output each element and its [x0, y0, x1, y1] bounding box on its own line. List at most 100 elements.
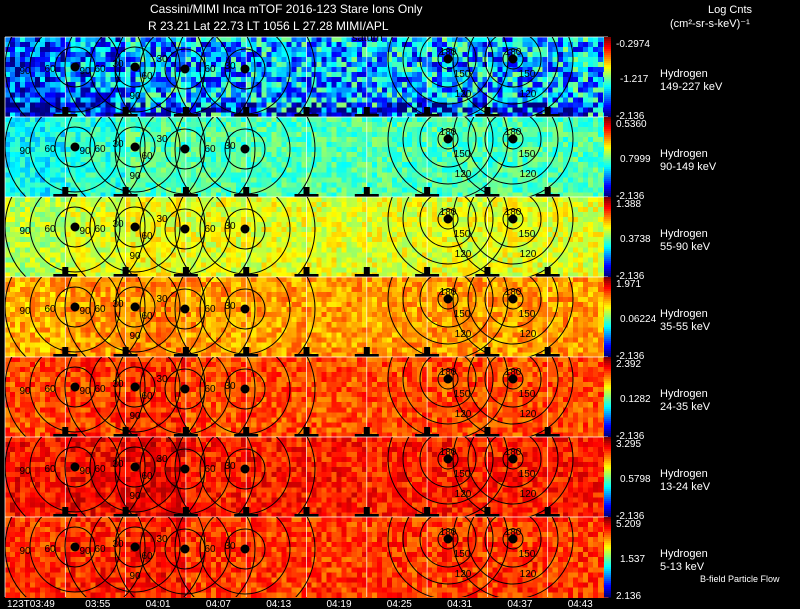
- heat-cell: [457, 147, 463, 153]
- heat-cell: [577, 142, 584, 148]
- contour-label: 60: [94, 144, 106, 155]
- heat-cell: [592, 82, 599, 88]
- heat-cell: [256, 57, 262, 63]
- heat-cell: [326, 142, 333, 148]
- heat-cell: [206, 237, 212, 243]
- heat-cell: [592, 97, 599, 103]
- heat-cell: [376, 47, 383, 53]
- heat-cell: [25, 102, 31, 108]
- heat-cell: [40, 57, 46, 63]
- heat-cell: [160, 112, 167, 118]
- heat-cell: [180, 77, 187, 83]
- heat-cell: [130, 97, 137, 103]
- heat-cell: [35, 117, 41, 123]
- heat-cell: [175, 67, 182, 73]
- heat-cell: [140, 262, 147, 268]
- heat-cell: [5, 217, 11, 223]
- heat-cell: [487, 92, 493, 98]
- heat-cell: [150, 187, 157, 193]
- heat-cell: [195, 122, 202, 128]
- heat-cell: [155, 77, 162, 83]
- heat-cell: [537, 177, 544, 183]
- heat-cell: [55, 102, 61, 108]
- heat-cell: [562, 147, 569, 153]
- heat-cell: [135, 237, 142, 243]
- heat-cell: [5, 267, 11, 273]
- heat-cell: [336, 67, 343, 73]
- heat-cell: [155, 267, 162, 273]
- heat-cell: [30, 77, 36, 83]
- heat-cell: [145, 137, 152, 143]
- heat-cell: [291, 162, 297, 168]
- heat-cell: [381, 87, 388, 93]
- contours: [5, 117, 574, 197]
- heat-cell: [20, 222, 26, 228]
- contour-arc: [29, 117, 121, 193]
- heat-cell: [552, 182, 559, 188]
- heat-cell: [562, 132, 569, 138]
- heat-cell: [316, 62, 322, 68]
- heat-cell: [401, 107, 408, 113]
- heat-cell: [125, 82, 132, 88]
- heat-cell: [10, 142, 16, 148]
- heat-cell: [60, 42, 66, 48]
- heat-cell: [15, 217, 21, 223]
- heat-cell: [180, 127, 187, 133]
- heat-cell: [20, 152, 26, 158]
- heat-cell: [356, 37, 363, 43]
- heat-cell: [206, 127, 212, 133]
- heat-cell: [296, 47, 302, 53]
- heat-cell: [125, 102, 132, 108]
- heat-cell: [155, 232, 162, 238]
- heat-cell: [376, 87, 383, 93]
- heat-cell: [206, 227, 212, 233]
- heat-cell: [417, 77, 423, 83]
- heat-cell: [412, 92, 418, 98]
- heat-cell: [522, 132, 528, 138]
- saturn-marker: [180, 144, 190, 154]
- heat-cell: [457, 62, 463, 68]
- contour-label: 150: [454, 69, 471, 80]
- heat-cell: [206, 167, 212, 173]
- saturn-marker: [130, 142, 140, 152]
- heat-cell: [537, 127, 544, 133]
- heat-cell: [180, 172, 187, 178]
- heat-cell: [286, 177, 292, 183]
- species-label: Hydrogen: [660, 68, 708, 80]
- heat-cell: [95, 52, 101, 58]
- heat-cell: [386, 62, 393, 68]
- heat-cell: [417, 47, 423, 53]
- heat-cell: [311, 52, 317, 58]
- heat-cell: [447, 122, 453, 128]
- heat-cell: [246, 212, 252, 218]
- heat-cell: [251, 107, 257, 113]
- heat-cell: [55, 127, 61, 133]
- heat-cell: [145, 142, 152, 148]
- heat-cell: [266, 172, 272, 178]
- heat-cell: [417, 122, 423, 128]
- heat-cell: [547, 47, 554, 53]
- heat-cell: [417, 92, 423, 98]
- heat-cell: [256, 152, 262, 158]
- heat-cell: [557, 162, 564, 168]
- heat-cell: [160, 102, 167, 108]
- heat-cell: [35, 112, 41, 118]
- heat-cell: [180, 247, 187, 253]
- heat-cell: [497, 107, 503, 113]
- heat-cell: [180, 122, 187, 128]
- heat-cell: [10, 72, 16, 78]
- heat-cell: [567, 82, 574, 88]
- heat-cell: [10, 102, 16, 108]
- heat-cell: [597, 82, 604, 88]
- heat-cell: [457, 117, 463, 123]
- heat-cell: [231, 242, 237, 248]
- heat-cell: [55, 247, 61, 253]
- heat-cell: [587, 192, 594, 198]
- heat-cell: [5, 252, 11, 258]
- heat-cell: [60, 242, 66, 248]
- heat-cell: [216, 107, 222, 113]
- heat-cell: [75, 262, 81, 268]
- saturn-marker: [240, 144, 250, 154]
- heat-cell: [336, 62, 343, 68]
- heat-cell: [346, 67, 353, 73]
